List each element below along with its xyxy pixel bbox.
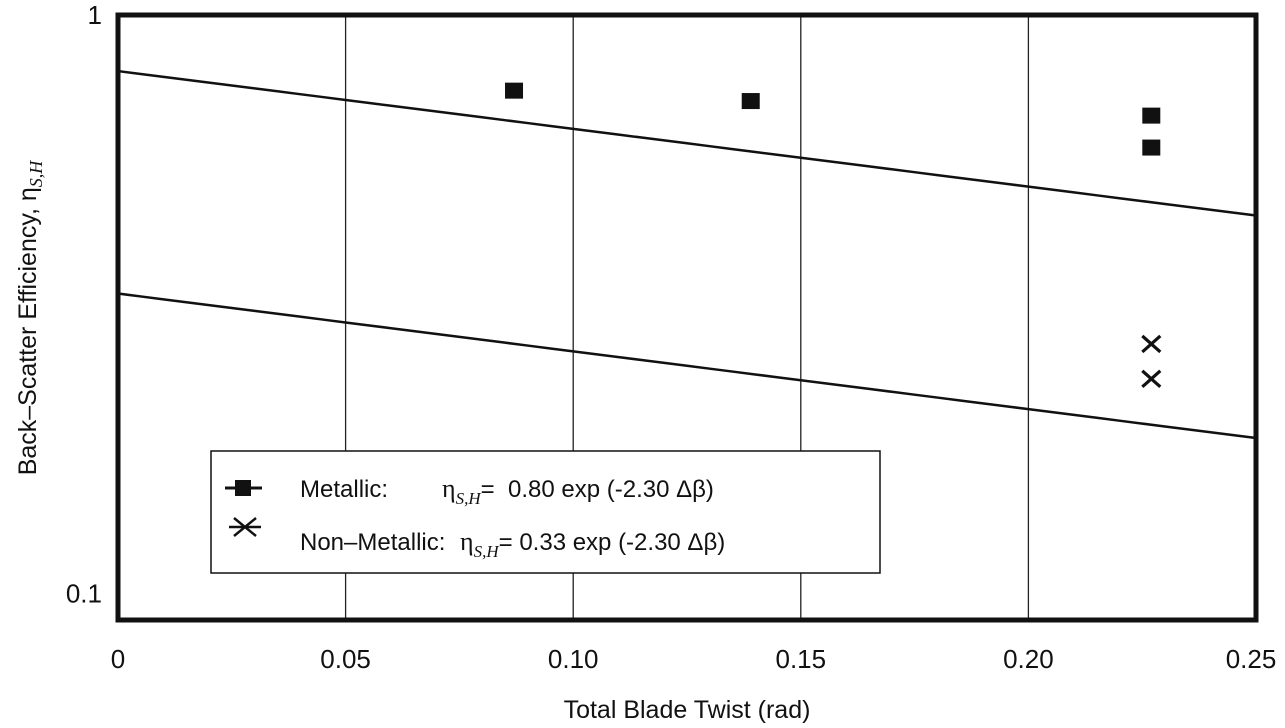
y-axis-title-main: Back–Scatter Efficiency, η [14,187,42,475]
x-axis-title: Total Blade Twist (rad) [564,696,811,724]
legend-metallic-equation: ηS,H= 0.80 exp (-2.30 Δβ) [442,474,714,508]
legend-metallic-marker [235,480,251,496]
legend-box [210,450,881,574]
y-tick-label: 0.1 [66,579,102,609]
legend: Metallic: ηS,H= 0.80 exp (-2.30 Δβ) Non–… [210,450,881,574]
fit-lines [117,69,1257,440]
data-point-nonmetallic [1141,334,1162,354]
y-tick-labels: 10.1 [66,0,102,609]
x-tick-label: 0.20 [1003,644,1054,674]
x-tick-labels: 0 0.05 0.10 0.15 0.20 0.25 [111,644,1277,674]
data-point-metallic [1142,139,1161,156]
data-point-metallic [505,82,524,99]
legend-metallic-eq-rest: = 0.80 exp (-2.30 Δβ) [481,476,714,503]
x-tick-label: 0.10 [548,644,599,674]
y-axis-title-subscript: S,H [26,160,46,188]
fit-line-nonmetallic [117,292,1257,440]
legend-nonmetallic-marker [229,517,261,537]
legend-metallic-name: Metallic: [300,476,388,503]
data-point-metallic [741,93,760,110]
data-point-nonmetallic [1141,369,1162,389]
x-tick-label: 0 [111,644,125,674]
y-tick-label: 1 [88,0,102,30]
x-tick-label: 0.15 [775,644,826,674]
legend-nonmetallic-equation: ηS,H= 0.33 exp (-2.30 Δβ) [460,527,725,561]
fit-line-metallic [117,69,1257,217]
plot-frame [115,12,1259,623]
legend-nonmetallic-name: Non–Metallic: [300,529,445,556]
x-tick-label: 0.05 [320,644,371,674]
legend-nonmetallic-eta: η [460,527,474,556]
y-axis-title: Back–Scatter Efficiency, ηS,H [14,160,46,476]
legend-metallic-eta-sub: S,H [456,489,483,508]
x-tick-label: 0.25 [1226,644,1277,674]
legend-metallic-eta: η [442,474,456,503]
legend-nonmetallic-eta-sub: S,H [474,542,501,561]
legend-nonmetallic-eq-rest: = 0.33 exp (-2.30 Δβ) [499,529,726,556]
data-point-metallic [1142,107,1161,124]
data-points [505,82,1162,389]
